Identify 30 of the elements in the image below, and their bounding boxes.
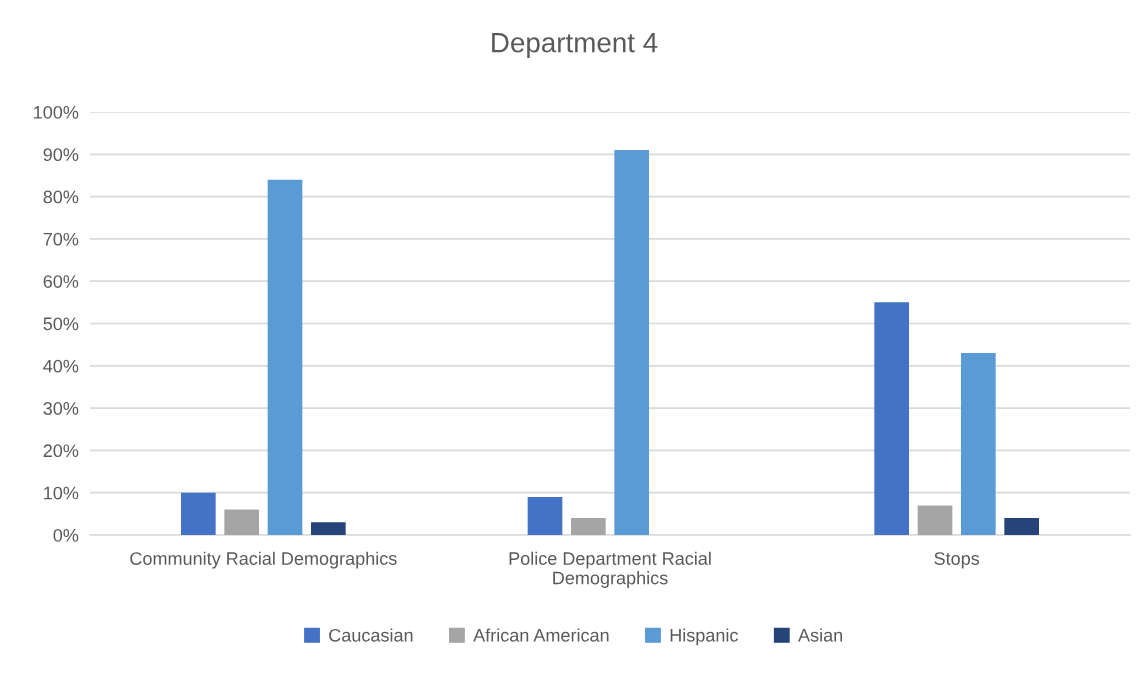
y-tick-label: 40%	[43, 359, 79, 373]
y-tick-label: 20%	[43, 444, 79, 458]
bar	[527, 496, 563, 535]
bar	[917, 505, 953, 535]
bar	[571, 518, 606, 535]
y-tick-label: 0%	[53, 528, 79, 542]
bar	[614, 150, 649, 535]
legend-label: Hispanic	[670, 628, 738, 646]
bar	[874, 302, 909, 535]
y-tick-label: 70%	[43, 232, 79, 246]
y-tick-label: 100%	[34, 105, 79, 119]
bar	[181, 492, 216, 535]
bar	[267, 179, 303, 535]
bar	[224, 509, 259, 535]
y-tick-label: 10%	[44, 486, 79, 500]
legend-label: Asian	[798, 628, 843, 642]
y-tick-label: 80%	[43, 190, 79, 204]
legend-label: Caucasian	[329, 628, 413, 642]
bar	[311, 522, 346, 535]
y-tick-label: 50%	[43, 317, 79, 331]
bar	[961, 353, 996, 535]
y-tick-label: 60%	[43, 275, 79, 288]
x-tick-label: Police Department Racial Demographics	[509, 551, 711, 588]
chart-title: Department 4	[492, 33, 658, 58]
y-tick-label: 30%	[43, 402, 79, 415]
y-tick-label: 90%	[43, 148, 79, 162]
x-tick-label: Stops	[934, 552, 980, 569]
x-tick-label: Community Racial Demographics	[130, 551, 397, 569]
legend-label: African American	[473, 628, 609, 642]
bar	[1004, 518, 1039, 535]
